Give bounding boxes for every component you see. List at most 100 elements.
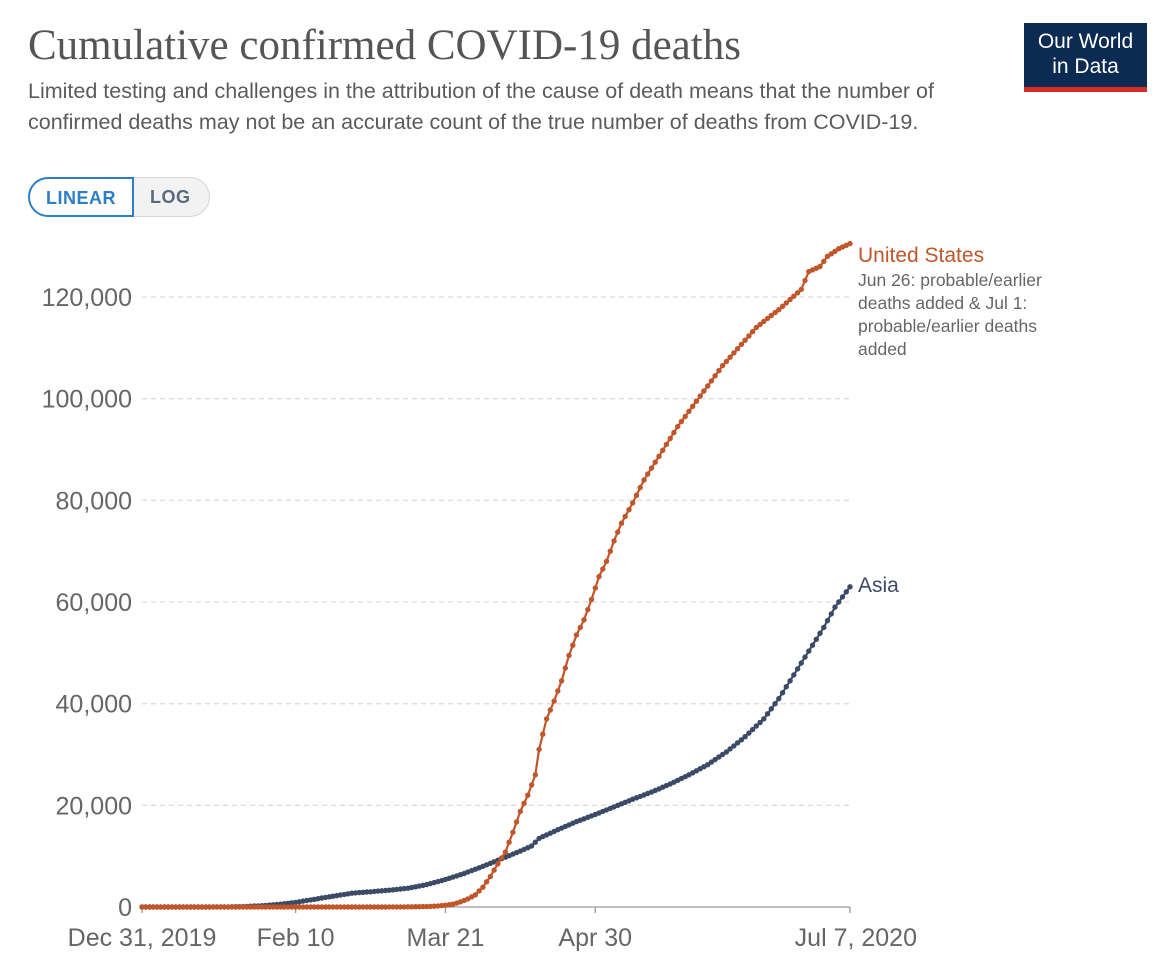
x-tick-label: Mar 21 xyxy=(407,924,485,952)
data-point xyxy=(495,861,501,867)
data-point xyxy=(390,904,396,910)
data-point xyxy=(746,333,752,339)
y-tick-label: 20,000 xyxy=(56,792,132,820)
data-point xyxy=(757,719,763,726)
data-point xyxy=(821,258,827,265)
annotation-line: probable/earlier deaths xyxy=(858,316,1037,336)
data-point xyxy=(791,672,797,678)
data-point xyxy=(761,318,767,325)
data-point xyxy=(555,688,561,694)
data-point xyxy=(315,904,321,910)
data-point xyxy=(690,403,696,409)
data-point xyxy=(779,303,786,309)
data-point xyxy=(480,884,486,890)
data-point xyxy=(626,507,632,513)
data-point xyxy=(218,904,224,910)
data-point xyxy=(337,904,344,910)
linear-scale-button[interactable]: LINEAR xyxy=(28,177,134,217)
data-point xyxy=(566,652,572,659)
data-point xyxy=(742,337,748,343)
data-point xyxy=(558,678,565,684)
data-point xyxy=(705,383,711,389)
data-point xyxy=(375,904,381,910)
data-point xyxy=(525,792,531,798)
logo-line-1: Our World xyxy=(1037,30,1134,53)
data-point xyxy=(618,520,625,526)
data-point xyxy=(498,855,505,861)
data-point xyxy=(607,548,613,554)
data-point xyxy=(809,642,816,648)
data-point xyxy=(723,749,730,755)
data-point xyxy=(592,585,598,591)
data-point xyxy=(158,904,164,910)
data-point xyxy=(161,904,168,910)
data-point xyxy=(180,904,186,910)
x-tick-label: Jul 7, 2020 xyxy=(795,924,917,952)
our-world-in-data-logo[interactable]: Our World in Data xyxy=(1024,23,1147,92)
data-point xyxy=(259,904,265,910)
data-point xyxy=(734,740,741,746)
data-point xyxy=(547,707,553,713)
data-point xyxy=(828,611,834,617)
data-point xyxy=(712,756,718,763)
data-point xyxy=(577,624,583,631)
data-point xyxy=(727,354,733,360)
data-point xyxy=(304,904,310,910)
data-point xyxy=(214,904,220,910)
data-point xyxy=(262,904,269,910)
data-point xyxy=(330,904,336,910)
log-scale-button[interactable]: LOG xyxy=(134,177,210,217)
series-label-united-states: United States xyxy=(858,244,984,267)
data-point xyxy=(394,904,400,910)
data-point xyxy=(682,413,688,420)
series-annotation-united-states: Jun 26: probable/earlier deaths added & J… xyxy=(858,270,1042,359)
data-point xyxy=(169,904,175,910)
y-tick-label: 60,000 xyxy=(56,589,132,617)
data-point xyxy=(521,800,527,806)
data-point xyxy=(379,904,385,910)
data-point xyxy=(472,892,479,898)
data-point xyxy=(686,408,692,415)
data-point xyxy=(764,315,771,322)
data-point xyxy=(517,808,523,815)
data-point xyxy=(233,904,239,910)
data-point xyxy=(274,904,280,910)
data-point xyxy=(427,903,434,910)
series xyxy=(139,240,853,910)
data-point xyxy=(656,453,662,459)
data-point xyxy=(165,904,171,910)
data-point xyxy=(487,873,494,880)
data-point xyxy=(412,904,419,910)
data-point xyxy=(176,904,183,910)
data-point xyxy=(727,746,733,752)
data-point xyxy=(360,904,366,910)
data-point xyxy=(543,716,550,722)
x-tick-label: Apr 30 xyxy=(558,924,632,952)
data-point xyxy=(772,701,778,707)
data-point xyxy=(143,904,149,910)
data-point xyxy=(836,599,842,605)
data-point xyxy=(764,711,771,717)
data-point xyxy=(708,378,715,384)
data-point xyxy=(341,904,347,910)
data-point xyxy=(409,904,415,910)
data-point xyxy=(210,904,216,910)
data-point xyxy=(652,459,658,465)
data-point xyxy=(663,441,670,448)
data-point xyxy=(401,904,407,910)
data-point xyxy=(772,309,778,316)
data-point xyxy=(532,839,538,845)
data-point xyxy=(300,904,306,910)
data-point xyxy=(832,248,838,254)
data-point xyxy=(596,573,602,580)
data-point xyxy=(839,594,846,600)
data-point xyxy=(289,904,295,910)
data-point xyxy=(371,904,377,910)
data-point xyxy=(611,538,617,544)
y-tick-label: 120,000 xyxy=(42,284,132,312)
chart-title: Cumulative confirmed COVID-19 deaths xyxy=(28,22,741,69)
data-point xyxy=(768,312,774,319)
data-point xyxy=(199,904,205,910)
gridlines xyxy=(142,296,850,806)
annotation-line: Jun 26: probable/earlier xyxy=(858,270,1042,290)
